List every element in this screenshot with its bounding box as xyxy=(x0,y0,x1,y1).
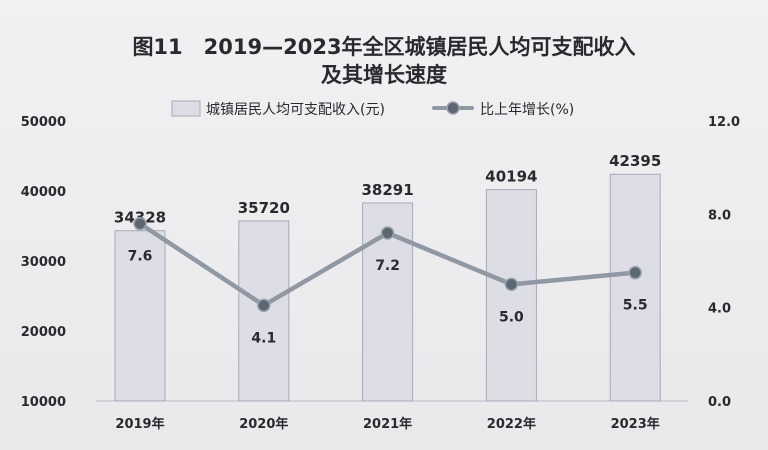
y-right-tick-label: 12.0 xyxy=(708,115,740,130)
y-right-tick-label: 0.0 xyxy=(708,395,731,410)
bar xyxy=(609,173,661,402)
y-right-tick-label: 8.0 xyxy=(708,208,731,223)
line-value-label: 7.2 xyxy=(375,258,400,274)
x-tick-label: 2023年 xyxy=(611,416,660,432)
legend-line-marker xyxy=(446,101,460,115)
y-left-tick-label: 40000 xyxy=(21,185,66,200)
bar xyxy=(114,230,166,402)
line-point xyxy=(628,265,642,280)
bar-value-label: 38291 xyxy=(362,181,414,199)
y-left-tick-label: 50000 xyxy=(21,115,66,130)
x-tick-label: 2022年 xyxy=(487,416,536,432)
y-left-tick-label: 10000 xyxy=(21,395,66,410)
line-point xyxy=(380,226,395,240)
bar xyxy=(485,189,537,402)
x-tick-label: 2020年 xyxy=(239,416,288,432)
line-value-label: 5.5 xyxy=(623,298,648,314)
y-right-tick-label: 4.0 xyxy=(708,302,731,317)
line-point xyxy=(257,298,271,313)
line-series: 7.6 4.1 7.2 5.0 5.5 xyxy=(128,216,648,346)
bar-value-label: 42395 xyxy=(609,152,661,170)
legend-bar-label: 城镇居民人均可支配收入(元) xyxy=(206,102,385,118)
line-value-label: 5.0 xyxy=(499,309,524,325)
chart-title-line1: 图11 2019—2023年全区城镇居民人均可支配收入 xyxy=(132,35,636,59)
line-value-label: 7.6 xyxy=(128,249,153,265)
y-left-tick-label: 20000 xyxy=(21,325,66,340)
bar-value-label: 35720 xyxy=(238,199,290,217)
line-value-label: 4.1 xyxy=(251,330,276,346)
x-tick-label: 2021年 xyxy=(363,416,412,432)
line-point xyxy=(504,277,519,292)
legend-bar-swatch xyxy=(171,100,201,117)
axes: 10000 20000 30000 40000 50000 0.0 4.0 8.0 12.0 20… xyxy=(21,115,740,432)
legend-line-label: 比上年增长(%) xyxy=(480,102,574,118)
line-point xyxy=(133,216,147,231)
chart-title-line2: 及其增长速度 xyxy=(321,63,447,87)
x-tick-label: 2019年 xyxy=(115,416,164,432)
y-left-tick-label: 30000 xyxy=(21,255,66,270)
bar-value-label: 40194 xyxy=(485,168,537,186)
legend: 城镇居民人均可支配收入(元) 比上年增长(%) xyxy=(171,100,574,118)
